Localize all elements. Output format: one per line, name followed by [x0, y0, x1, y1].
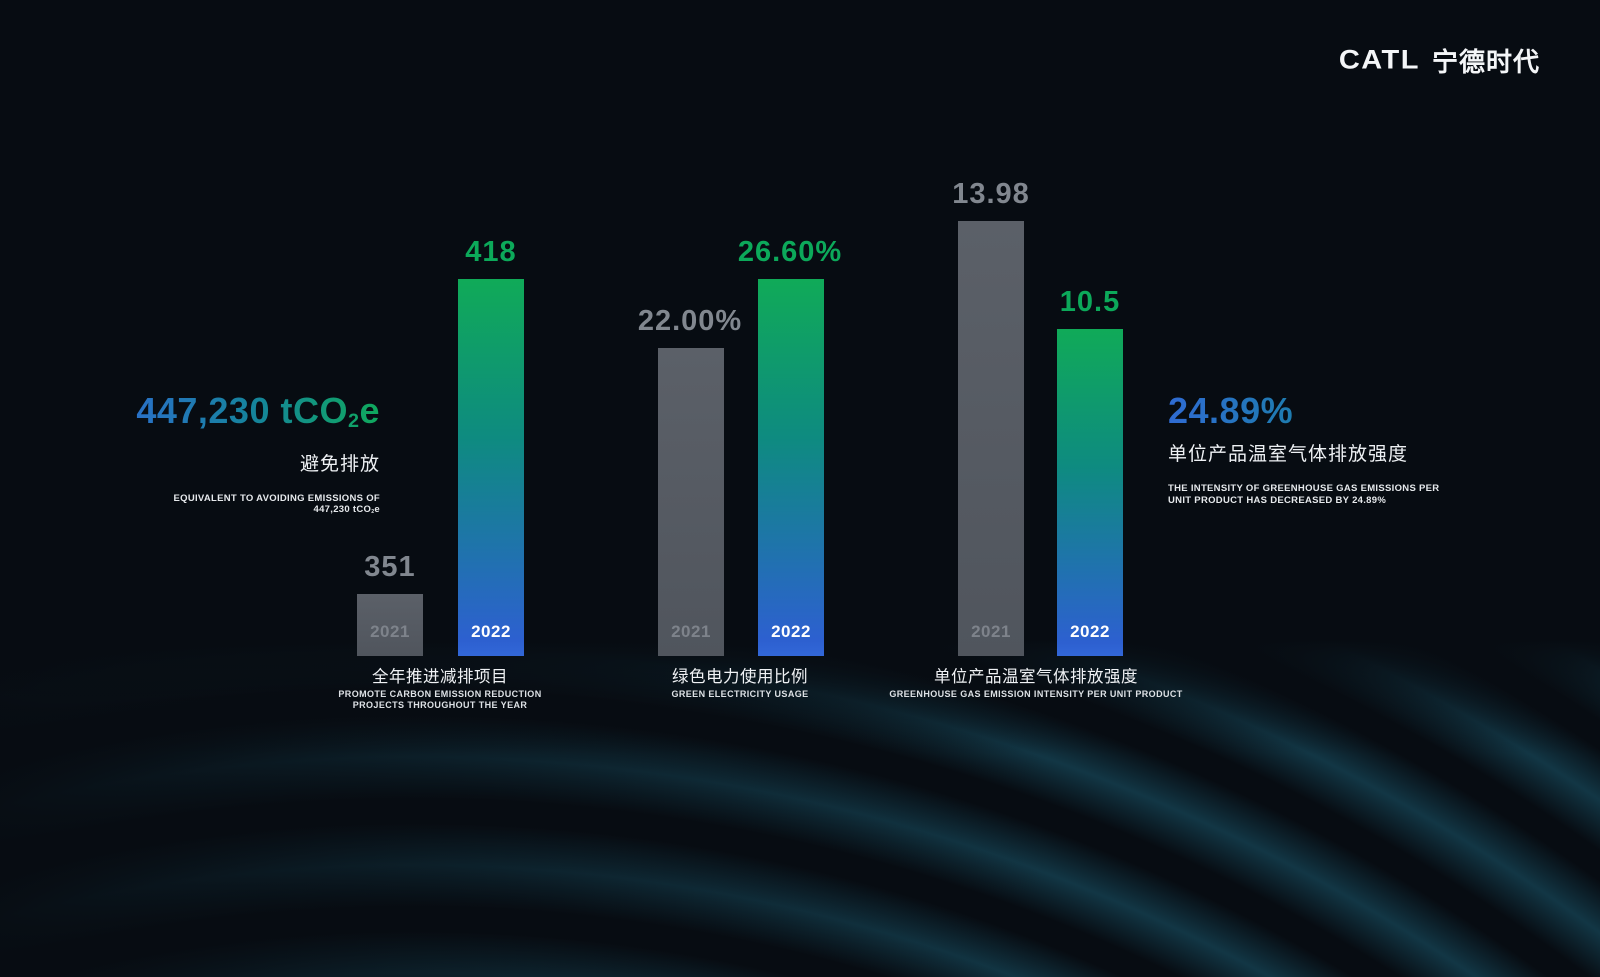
- stat-ghg-intensity-decrease: 24.89% 单位产品温室气体排放强度 THE INTENSITY OF GRE…: [1168, 392, 1508, 506]
- subscript-2: 2: [347, 409, 360, 432]
- chart-subtitle-ghg-intensity-en: GREENHOUSE GAS EMISSION INTENSITY PER UN…: [889, 689, 1183, 699]
- bar-year-label: 2022: [471, 622, 511, 641]
- bar-2021-ghg-intensity: 2021: [958, 221, 1024, 656]
- catl-logo: CATL 宁德时代: [1339, 42, 1540, 79]
- ghg-intensity-decrease-value: 24.89%: [1168, 392, 1508, 430]
- ghg-intensity-label-zh: 单位产品温室气体排放强度: [1168, 444, 1409, 465]
- bar-year-label: 2022: [1070, 622, 1110, 641]
- bar-year-label: 2021: [671, 622, 711, 641]
- bar-2021-green-electricity: 2021: [658, 348, 724, 656]
- avoided-emissions-label-zh: 避免排放: [299, 453, 380, 475]
- ghg-intensity-caption-en: THE INTENSITY OF GREENHOUSE GAS EMISSION…: [1168, 483, 1440, 506]
- bar-year-label: 2022: [771, 622, 811, 641]
- catl-wordmark: CATL: [1338, 45, 1420, 75]
- bar-2022-green-electricity: 2022: [758, 279, 824, 656]
- bar-value-label: 10.5: [1059, 286, 1121, 318]
- avoided-emissions-caption-en: EQUIVALENT TO AVOIDING EMISSIONS OF 447,…: [173, 492, 380, 516]
- bar-value-label: 26.60%: [737, 236, 843, 268]
- bar-value-label: 351: [364, 551, 416, 583]
- bar-value-label: 418: [465, 236, 517, 268]
- chart-title-projects-zh: 全年推进减排项目: [372, 668, 508, 686]
- bar-value-label: 13.98: [952, 178, 1030, 210]
- bar-2022-projects: 2022: [458, 279, 524, 656]
- catl-chinese-name: 宁德时代: [1431, 47, 1540, 77]
- bar-2021-projects: 2021: [357, 594, 423, 656]
- bar-2022-ghg-intensity: 2022: [1057, 329, 1123, 656]
- chart-subtitle-projects-en: PROMOTE CARBON EMISSION REDUCTION PROJEC…: [338, 689, 542, 710]
- bar-year-label: 2021: [971, 622, 1011, 641]
- subscript-2: 2: [371, 509, 375, 516]
- stat-avoided-emissions: 447,230 tCO2e 避免排放 EQUIVALENT TO AVOIDIN…: [100, 392, 380, 519]
- chart-subtitle-green-electricity-en: GREEN ELECTRICITY USAGE: [671, 689, 809, 699]
- chart-title-ghg-intensity-zh: 单位产品温室气体排放强度: [934, 668, 1138, 686]
- chart-title-green-electricity-zh: 绿色电力使用比例: [672, 668, 808, 686]
- bar-value-label: 22.00%: [637, 305, 743, 337]
- avoided-emissions-value: 447,230 tCO2e: [100, 392, 380, 440]
- bar-year-label: 2021: [370, 622, 410, 641]
- wave-fade-overlay: [0, 640, 1600, 977]
